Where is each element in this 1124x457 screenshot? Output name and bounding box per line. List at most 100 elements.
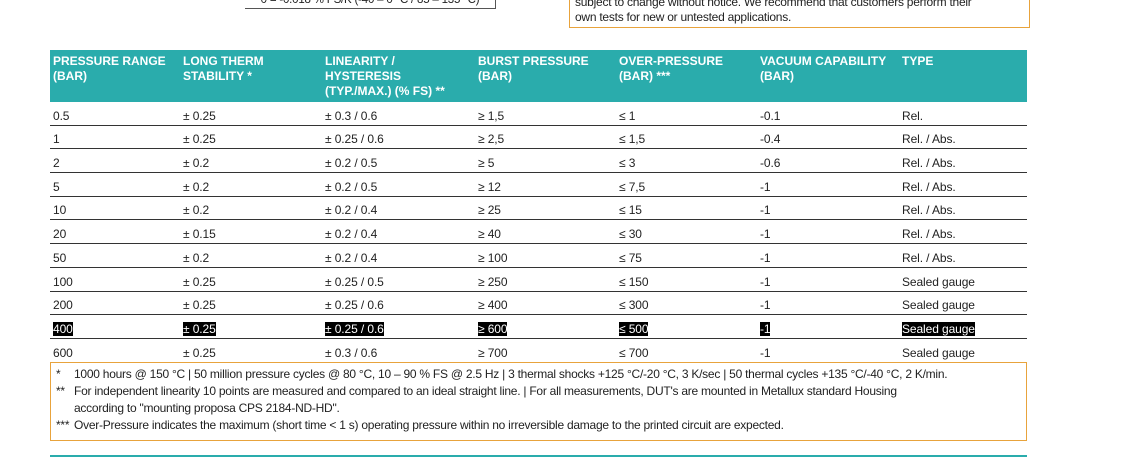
cell-text: Rel. / Abs. <box>902 132 956 147</box>
cell: ≤ 7,5 <box>616 172 757 197</box>
cell-text: ≥ 250 <box>478 274 508 289</box>
cell-text: ≤ 30 <box>619 227 642 242</box>
header-line: OVER-PRESSURE <box>619 54 724 68</box>
cell: 600 <box>50 338 180 363</box>
cell-text: ± 0.2 / 0.4 <box>325 227 378 242</box>
cell-text: ≥ 1,5 <box>478 108 505 123</box>
cell: 20 <box>50 219 180 245</box>
cell-text: 400 <box>53 321 73 336</box>
cell: ≥ 400 <box>475 291 616 316</box>
cell-text: ≤ 500 <box>619 321 649 336</box>
table-row: 0.5 ± 0.25 ± 0.3 / 0.6 ≥ 1,5 ≤ 1 -0.1 Rel. <box>50 102 1027 126</box>
cell-text: ± 0.2 / 0.5 <box>325 179 378 194</box>
cell-text: 2 <box>53 156 60 171</box>
cell: ≤ 150 <box>616 267 757 292</box>
table-row: 2 ± 0.2 ± 0.2 / 0.5 ≥ 5 ≤ 3 -0.6 Rel. / Abs. <box>50 148 1027 174</box>
header-row: PRESSURE RANGE (BAR) LONG THERM STABILITY *… <box>50 50 1027 102</box>
cell: ≥ 40 <box>475 219 616 245</box>
cell: ± 0.25 / 0.5 <box>322 267 475 292</box>
cell-text: ≤ 700 <box>619 345 649 360</box>
footnote: * 1000 hours @ 150 °C | 50 million pressu… <box>56 366 1021 383</box>
cell: ≤ 1 <box>616 102 757 126</box>
cell-text: -0.4 <box>760 132 781 147</box>
note-line: subject to change without notice. We rec… <box>575 0 972 9</box>
cell-text: -1 <box>760 298 771 313</box>
cell-text: Rel. / Abs. <box>902 156 956 171</box>
column-header: PRESSURE RANGE (BAR) <box>50 50 180 102</box>
cell: -0.6 <box>757 148 899 174</box>
divider <box>50 455 1027 457</box>
cell-text: ± 0.25 / 0.5 <box>325 274 384 289</box>
cell-text: -1 <box>760 274 771 289</box>
cell: ≤ 500 <box>616 314 757 339</box>
cell: ± 0.25 <box>180 291 322 316</box>
cell: ≥ 1,5 <box>475 102 616 126</box>
cell: ≤ 3 <box>616 148 757 174</box>
cell-text: ± 0.2 <box>183 179 210 194</box>
cell: -1 <box>757 314 899 339</box>
cell-text: ≥ 25 <box>478 203 501 218</box>
cell-text: -1 <box>760 179 771 194</box>
cell: 2 <box>50 148 180 174</box>
cell: Rel. / Abs. <box>899 196 1027 221</box>
cell-text: ± 0.25 <box>183 274 216 289</box>
cell-text: ≥ 600 <box>478 321 508 336</box>
footnotes: * 1000 hours @ 150 °C | 50 million pressu… <box>50 362 1027 441</box>
cell: 50 <box>50 243 180 268</box>
cell: ≤ 75 <box>616 243 757 268</box>
cell-text: -1 <box>760 321 771 336</box>
table-row: 1 ± 0.25 ± 0.25 / 0.6 ≥ 2,5 ≤ 1,5 -0.4 Rel. / … <box>50 125 1027 150</box>
cell: ± 0.25 / 0.6 <box>322 314 475 339</box>
cell: ≤ 30 <box>616 219 757 245</box>
cell: -1 <box>757 267 899 292</box>
cell: ≤ 15 <box>616 196 757 221</box>
table-row: 100 ± 0.25 ± 0.25 / 0.5 ≥ 250 ≤ 150 -1 Sealed … <box>50 267 1027 292</box>
cell-text: ≤ 3 <box>619 156 636 171</box>
column-header: LINEARITY / HYSTERESIS (TYP./MAX.) (% FS)… <box>322 50 475 102</box>
cell-text: 5 <box>53 179 60 194</box>
cell: ≤ 1,5 <box>616 125 757 150</box>
cell: ± 0.15 <box>180 219 322 245</box>
cell: ≥ 12 <box>475 172 616 197</box>
cell-text: ± 0.25 / 0.6 <box>325 298 384 313</box>
cell: 200 <box>50 291 180 316</box>
cell-text: ≥ 5 <box>478 156 495 171</box>
cell: Rel. / Abs. <box>899 125 1027 150</box>
cell-text: ≥ 2,5 <box>478 132 505 147</box>
cell: Rel. / Abs. <box>899 172 1027 197</box>
cell: -1 <box>757 291 899 316</box>
cell: -1 <box>757 172 899 197</box>
footnote: ** For independent linearity 10 points ar… <box>56 383 1021 417</box>
cell-text: ± 0.3 / 0.6 <box>325 345 378 360</box>
cell-text: -1 <box>760 203 771 218</box>
table-row: 600 ± 0.25 ± 0.3 / 0.6 ≥ 700 ≤ 700 -1 Sealed g… <box>50 338 1027 363</box>
cell-text: 20 <box>53 227 67 242</box>
cell: 10 <box>50 196 180 221</box>
footnote-mark: ** <box>56 384 65 398</box>
cell-text: ≤ 1,5 <box>619 132 646 147</box>
cell: Sealed gauge <box>899 314 1027 339</box>
cell-text: ≤ 1 <box>619 108 636 123</box>
header-line: (BAR) <box>53 69 87 83</box>
cell: ± 0.25 <box>180 267 322 292</box>
cell-text: ± 0.2 / 0.5 <box>325 156 378 171</box>
cell-text: ± 0.2 <box>183 250 210 265</box>
footnote-text: For independent linearity 10 points are … <box>74 383 897 417</box>
cell-text: Sealed gauge <box>902 345 975 360</box>
cell-text: ≥ 12 <box>478 179 501 194</box>
cell-text: 50 <box>53 250 67 265</box>
column-header: VACUUM CAPABILITY (BAR) <box>757 50 899 102</box>
cell: Sealed gauge <box>899 338 1027 363</box>
cell-text: ± 0.15 <box>183 227 216 242</box>
cell: ± 0.2 <box>180 172 322 197</box>
cell-text: ≤ 7,5 <box>619 179 646 194</box>
cell-text: 1 <box>53 132 60 147</box>
cell: -1 <box>757 219 899 245</box>
header-line: (BAR) <box>478 69 512 83</box>
cell-text: -0.6 <box>760 156 781 171</box>
cell-text: Rel. / Abs. <box>902 203 956 218</box>
cell: ± 0.3 / 0.6 <box>322 102 475 126</box>
header-line: LONG THERM <box>183 54 264 68</box>
cell-text: ± 0.2 <box>183 156 210 171</box>
